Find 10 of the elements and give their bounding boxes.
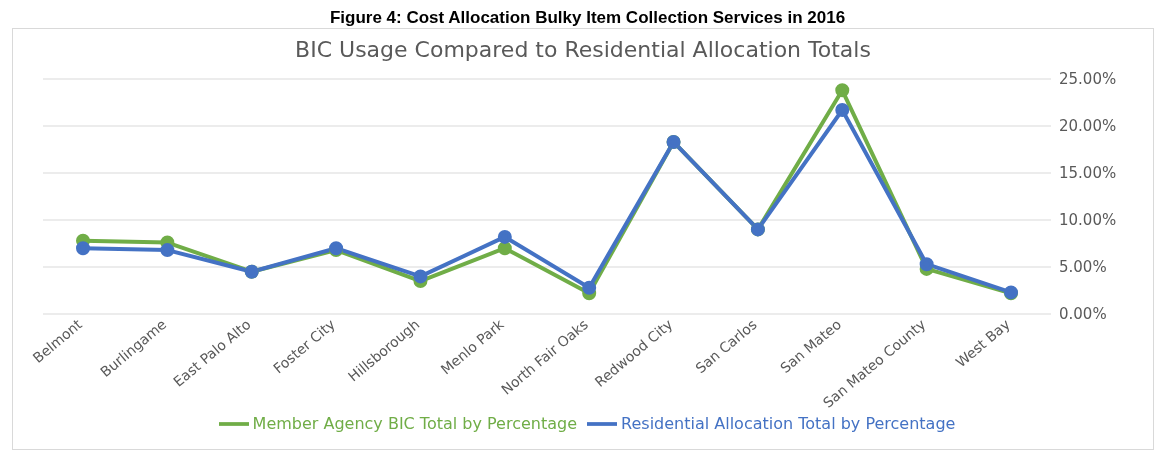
- y-tick-label: 5.00%: [1059, 258, 1107, 277]
- y-tick-label: 0.00%: [1059, 305, 1107, 324]
- y-tick-label: 15.00%: [1059, 164, 1117, 183]
- legend-label: Residential Allocation Total by Percentage: [621, 413, 956, 433]
- y-tick-label: 10.00%: [1059, 211, 1117, 230]
- y-tick-label: 25.00%: [1059, 70, 1117, 89]
- legend-label: Member Agency BIC Total by Percentage: [252, 413, 578, 433]
- y-tick-label: 20.00%: [1059, 117, 1117, 136]
- caption: Figure 4: Cost Allocation Bulky Item Collection Services in 2016: [328, 8, 847, 28]
- chart-title: BIC Usage Compared to Residential Allocation Totals: [294, 36, 872, 64]
